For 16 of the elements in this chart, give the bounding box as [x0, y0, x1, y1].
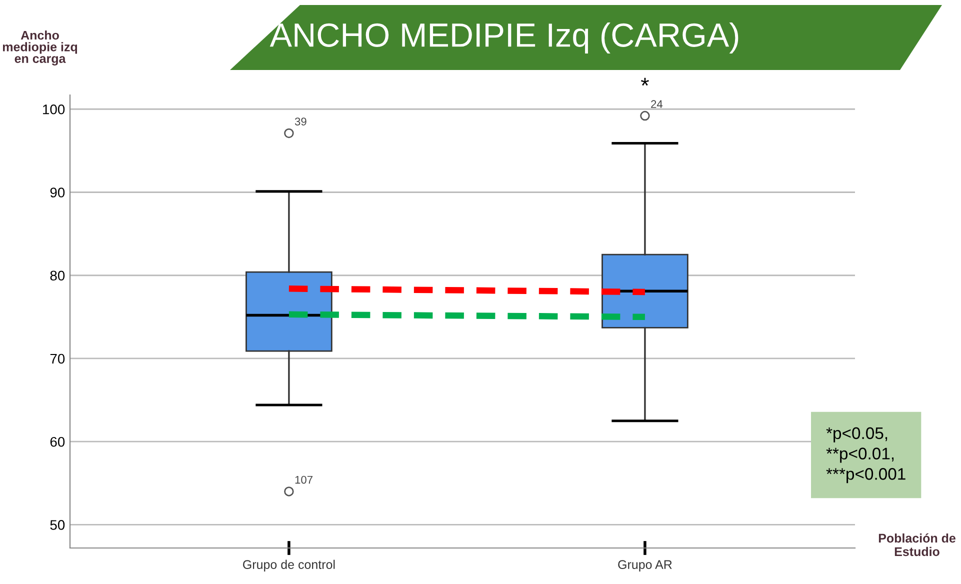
annotation: 39 — [294, 118, 306, 126]
y-tick-label: 100 — [43, 104, 65, 114]
y-tick-label: 80 — [50, 270, 65, 281]
y-axis-title: Ancho mediopie izq en carga — [2, 30, 78, 66]
y-tick-label: 70 — [50, 354, 65, 364]
y-tick-label: 90 — [50, 188, 65, 198]
text: *p<0.05, **p<0.01, ***p<0.001 — [826, 427, 906, 484]
x-axis-title: Población de Estudio — [878, 533, 956, 556]
x-tick-label: Grupo AR — [618, 560, 672, 572]
annotation: 24 — [651, 100, 663, 108]
annotation: 107 — [295, 476, 312, 484]
x-tick-label: Grupo de control — [243, 560, 335, 572]
chart-title: ANCHO MEDIPIE Izq (CARGA) — [270, 22, 738, 54]
text: * — [640, 78, 649, 86]
y-tick-label: 60 — [50, 436, 65, 447]
y-tick-label: 50 — [50, 520, 65, 530]
